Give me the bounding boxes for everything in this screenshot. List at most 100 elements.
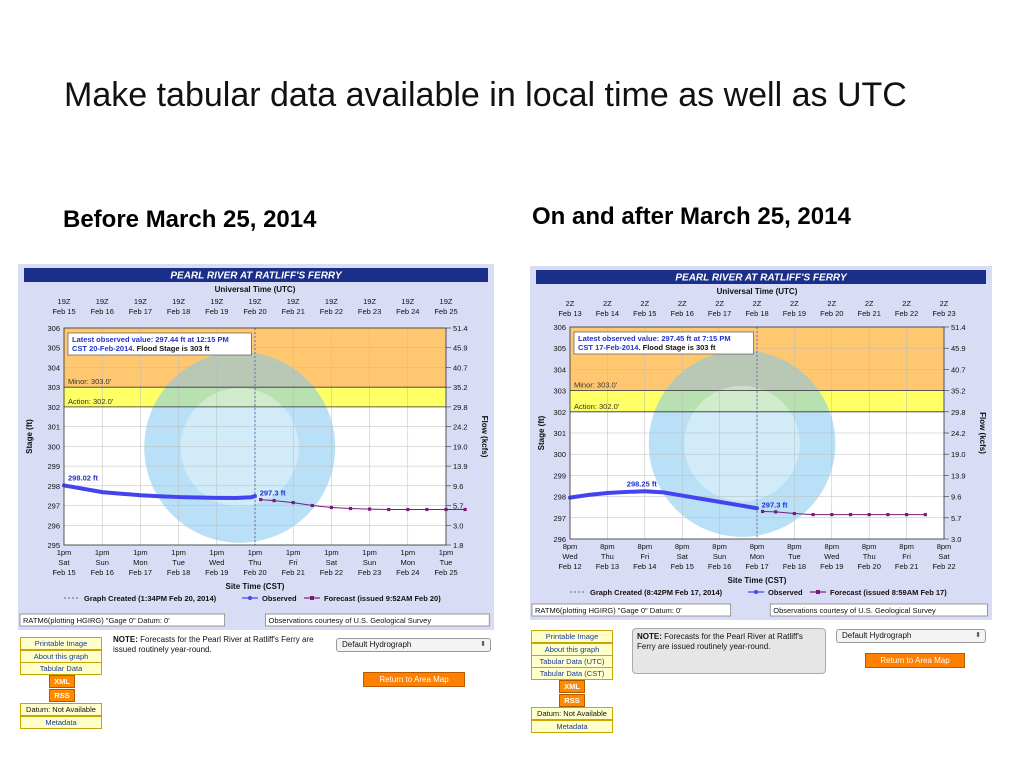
legend-observed: Observed [262,594,297,603]
bottom-tick-label: 1pm [286,548,301,557]
usgs-footer-box [769,603,988,617]
top-tick-date: Feb 15 [633,309,656,318]
hydrograph-select-before[interactable]: Default Hydrograph ⬍ [336,638,491,652]
top-tick-time: 19Z [172,297,185,306]
rss-button[interactable]: RSS [49,689,75,702]
bottom-tick-label: Fri [640,552,649,561]
y2-tick-label: 5.7 [951,514,961,523]
legend-forecast-marker [816,590,820,594]
bottom-tick-label: 8pm [712,542,727,551]
y-tick-label: 296 [553,535,566,544]
rss-button[interactable]: RSS [559,694,585,707]
forecast-point [259,498,263,502]
observed-point [234,496,238,500]
bottom-tick-label: Feb 24 [396,568,419,577]
tabular-data-cst-link[interactable]: Tabular Data (CST) [531,667,613,680]
bottom-tick-label: Tue [172,558,185,567]
usgs-footer-text: Observations courtesy of U.S. Geological… [269,616,432,625]
y2-tick-label: 29.8 [453,403,468,412]
bottom-tick-label: Feb 13 [596,562,619,571]
bottom-tick-label: Mon [133,558,148,567]
noaa-watermark-icon [144,351,336,543]
top-tick-date: Feb 21 [282,307,305,316]
forecast-point [792,511,796,516]
top-tick-time: 2Z [640,299,649,308]
forecast-point [348,506,353,511]
bottom-tick-label: 1pm [324,548,339,557]
legend-observed-marker [754,590,758,594]
legend-forecast-marker [310,596,314,600]
top-tick-date: Feb 15 [52,307,75,316]
observed-crest-label: 298.25 ft [627,479,658,488]
slide-title: Make tabular data available in local tim… [64,76,907,114]
y2-tick-label: 3.0 [453,521,463,530]
top-tick-time: 2Z [902,299,911,308]
top-tick-date: Feb 13 [558,309,581,318]
observed-point [680,493,684,498]
observed-point [661,490,666,494]
top-tick-time: 19Z [287,297,300,306]
bottom-tick-label: 1pm [57,548,72,557]
bottom-tick-label: Fri [902,552,911,561]
bottom-tick-label: Sat [58,558,70,567]
top-tick-date: Feb 21 [858,309,881,318]
flood-stage-text: Flood Stage is 303 ft [641,343,717,352]
top-tick-date: Feb 18 [745,309,768,318]
observed-series-line [62,483,257,501]
y-tick-label: 303 [553,387,566,396]
forecast-point [406,507,410,512]
forecast-series-line [260,499,466,510]
y-tick-label: 301 [553,429,566,438]
noaa-watermark-icon [648,350,836,537]
observed-point [699,497,703,501]
printable-image-link[interactable]: Printable Image [20,637,102,650]
top-axis-label: Universal Time (UTC) [215,285,296,294]
metadata-link[interactable]: Metadata [20,716,102,729]
bottom-tick-label: 1pm [401,548,416,557]
bottom-tick-label: Feb 22 [932,562,955,571]
observed-point [253,494,257,498]
bottom-tick-label: 8pm [600,542,615,551]
top-tick-time: 2Z [678,299,687,308]
y2-tick-label: 3.0 [951,535,961,544]
y-tick-label: 302 [553,408,566,417]
bottom-tick-label: Mon [401,558,416,567]
metadata-link[interactable]: Metadata [531,720,613,733]
chevron-updown-icon: ⬍ [480,641,486,648]
xml-button[interactable]: XML [49,675,75,688]
bottom-tick-label: Thu [249,558,262,567]
observed-point [157,494,162,498]
forecast-point [905,513,909,517]
observed-point [100,490,104,494]
bottom-tick-label: Feb 16 [91,568,114,577]
y-tick-label: 300 [47,442,60,451]
printable-image-link[interactable]: Printable Image [531,630,613,643]
y-tick-label: 306 [47,324,60,333]
top-tick-time: 19Z [363,297,376,306]
bottom-tick-label: Feb 17 [745,562,768,571]
bottom-tick-label: 8pm [563,542,578,551]
y-tick-label: 305 [553,344,566,353]
y-tick-label: 300 [553,450,566,459]
bottom-tick-label: Thu [601,552,614,561]
forecast-point [923,513,927,517]
hydrograph-select-after[interactable]: Default Hydrograph ⬍ [836,629,986,643]
top-tick-time: 2Z [715,299,724,308]
xml-button[interactable]: XML [559,680,585,693]
return-area-map-button-before[interactable]: Return to Area Map [363,672,465,687]
note-bold: NOTE: [113,635,138,644]
top-tick-date: Feb 25 [434,307,457,316]
y2-tick-label: 13.9 [951,471,966,480]
forecast-point [867,513,871,517]
tabular-data-link[interactable]: Tabular Data [20,662,102,675]
bottom-tick-label: 8pm [638,542,653,551]
y-tick-label: 299 [553,471,566,480]
y-tick-label: 304 [47,363,60,372]
return-area-map-button-after[interactable]: Return to Area Map [865,653,965,668]
noaa-watermark-inner [180,388,299,507]
bottom-tick-label: 8pm [937,542,952,551]
latest-value-box [573,331,754,355]
y2-tick-label: 29.8 [951,408,966,417]
top-tick-date: Feb 16 [671,309,694,318]
top-tick-time: 19Z [440,297,453,306]
